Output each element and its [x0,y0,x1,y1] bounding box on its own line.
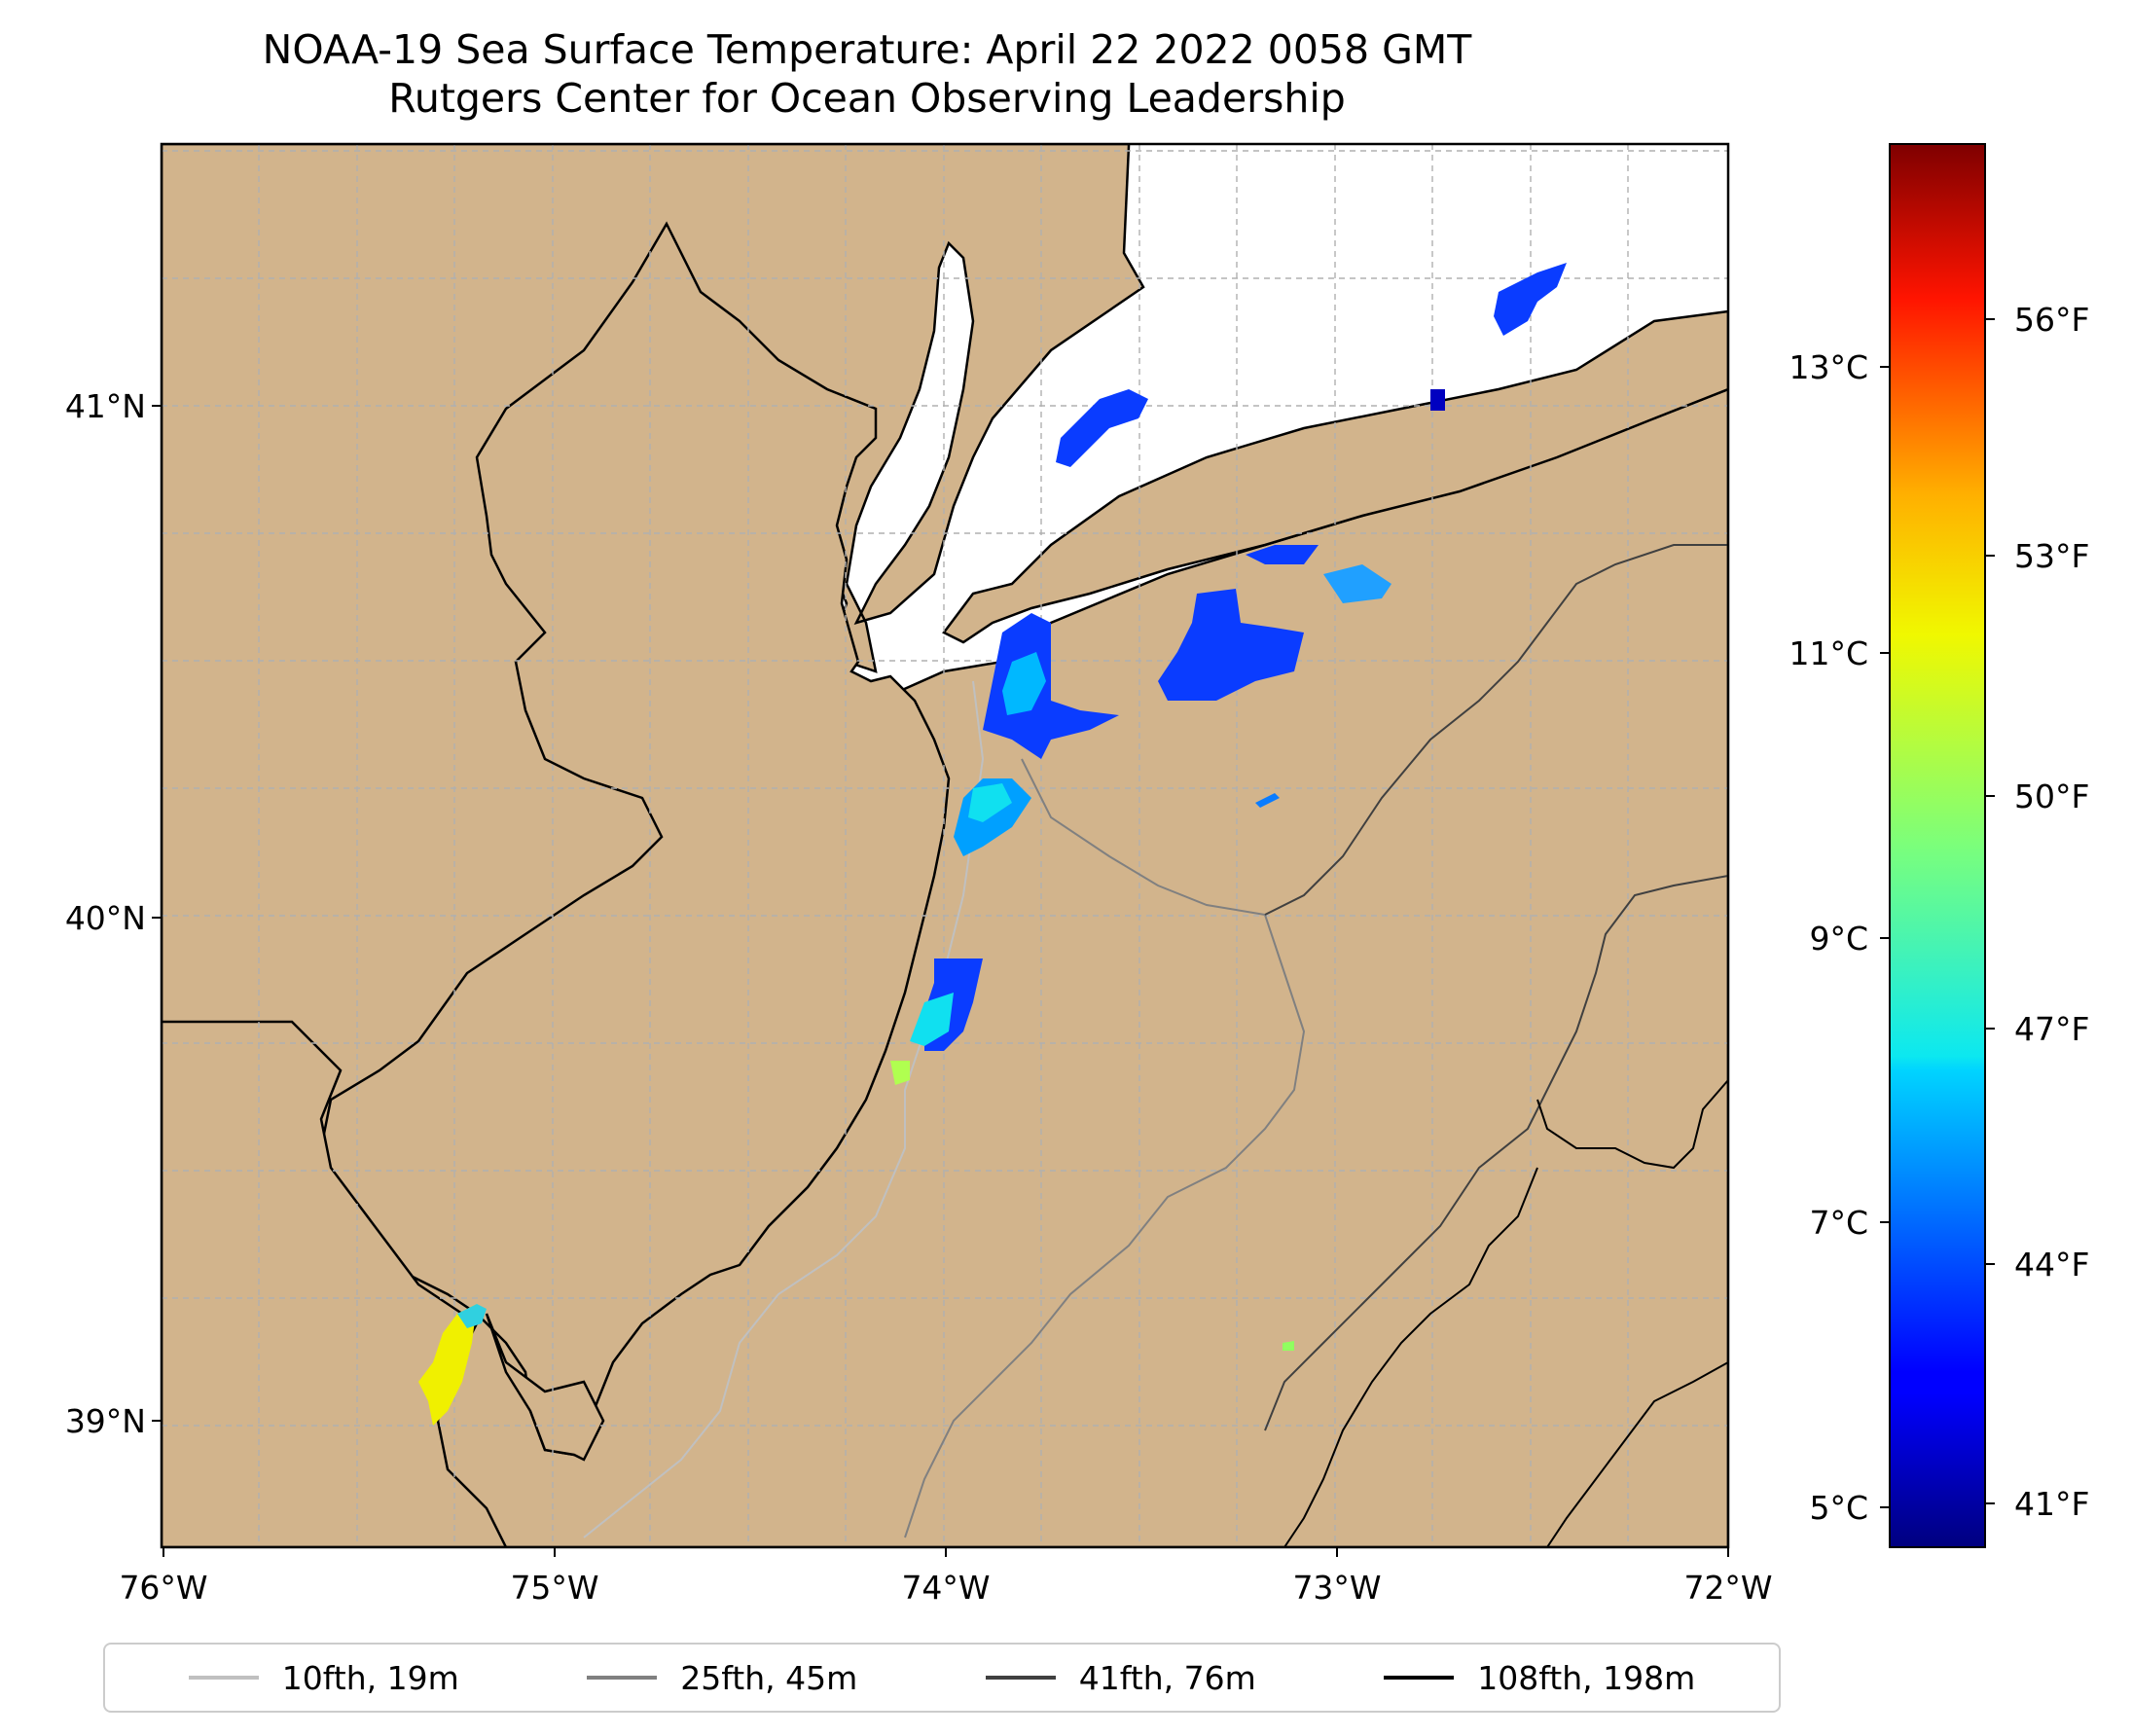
lat-tick-39n: 39°N [65,1402,146,1440]
lon-tick-74w: 74°W [901,1569,990,1607]
sst-patch-nyharbor-core [1002,652,1046,715]
sst-patch-delaware-bay [418,1304,477,1426]
sst-patch-lisound-small [1430,389,1445,411]
colorbar-fahrenheit-ticks [1985,318,1995,1504]
isobath-41fth-b [1264,875,1728,1431]
title-line-1: NOAA-19 Sea Surface Temperature: April 2… [262,26,1472,73]
legend-item-10fth: 10fth, 19m [188,1658,459,1697]
legend-line-41fth [985,1676,1056,1680]
cbar-c-13: 13°C [1789,348,1868,386]
isobath-108fth [1536,1079,1728,1170]
lat-tick-40n: 40°N [65,899,146,937]
lat-tick-marks [152,405,162,1422]
cbar-c-7: 7°C [1809,1204,1868,1242]
lat-tick-41n: 41°N [65,387,146,425]
cbar-f-50: 50°F [2014,778,2089,815]
lon-tick-marks [163,1547,1729,1557]
cbar-f-47: 47°F [2014,1010,2089,1048]
legend-item-41fth: 41fth, 76m [985,1658,1256,1697]
cbar-c-5: 5°C [1809,1489,1868,1527]
legend-label-108fth: 108fth, 198m [1477,1658,1696,1697]
sst-patch-south-shore-2 [1323,564,1391,603]
cbar-c-9: 9°C [1809,920,1868,958]
sst-patch-small-offshore [1255,793,1280,808]
cbar-f-56: 56°F [2014,301,2089,339]
legend-label-10fth: 10fth, 19m [281,1658,459,1697]
isobath-10fth [583,680,985,1538]
cbar-f-53: 53°F [2014,537,2089,575]
lon-tick-76w: 76°W [119,1569,207,1607]
cbar-c-11: 11°C [1789,634,1868,672]
sst-patch-jersey-shore-core [968,783,1012,822]
cbar-f-41: 41°F [2014,1485,2089,1523]
sst-patch-long-island-sound-west [1056,389,1148,467]
legend-line-108fth [1384,1676,1455,1680]
sst-patch-delaware-bay-top [457,1304,487,1328]
legend-item-25fth: 25fth, 45m [587,1659,857,1697]
isobath-108fth-b [1283,1167,1538,1547]
sst-patch-long-island-sound-east [1494,263,1567,336]
legend-item-108fth: 108fth, 198m [1384,1659,1695,1697]
land-cape-may [485,1313,605,1462]
sst-patches [418,263,1567,1426]
isobath-108fth-c [1546,1361,1728,1547]
legend-line-25fth [587,1676,658,1680]
colorbar-celsius-ticks [1880,366,1890,1508]
isobath-legend: 10fth, 19m 25fth, 45m 41fth, 76m 108fth,… [103,1643,1781,1713]
chart-title: NOAA-19 Sea Surface Temperature: April 2… [0,25,1734,123]
sst-patch-ny-bight-east [1158,589,1304,701]
lon-tick-75w: 75°W [510,1569,598,1607]
title-line-2: Rutgers Center for Ocean Observing Leade… [388,75,1346,122]
isobaths [583,544,1728,1547]
colorbar [1889,143,1986,1548]
sst-patch-offshore-green [1283,1341,1294,1351]
isobath-25fth [904,758,1306,1538]
lon-tick-73w: 73°W [1292,1569,1381,1607]
cbar-f-44: 44°F [2014,1246,2089,1284]
sst-patch-south-shore-1 [1246,545,1319,564]
land-long-island [942,309,1728,644]
lon-tick-72w: 72°W [1683,1569,1772,1607]
legend-line-10fth [188,1676,259,1680]
legend-label-25fth: 25fth, 45m [680,1658,858,1697]
sst-patch-ab-city [890,1061,910,1085]
legend-label-41fth: 41fth, 76m [1078,1658,1256,1697]
sst-patch-barnegat-core [910,993,954,1046]
isobath-41fth [1264,544,1728,916]
graticule [162,144,1728,1547]
sst-patch-nyharbor [983,613,1119,759]
